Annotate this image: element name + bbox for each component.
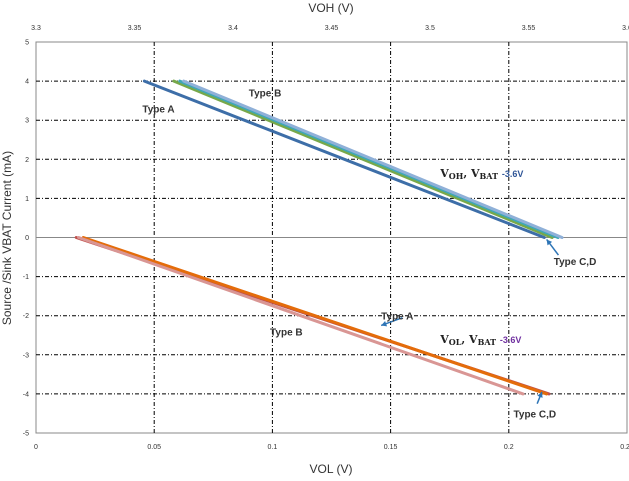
equation-part: V — [439, 333, 449, 346]
x-bottom-tick-label: 0.2 — [504, 444, 514, 451]
x-bottom-tick-label: 0.1 — [268, 444, 278, 451]
series-annotation: Type B — [249, 89, 282, 100]
equation-part: BAT — [480, 171, 499, 181]
annotation-arrowhead — [546, 239, 553, 246]
x-top-tick-label: 3.4 — [228, 25, 238, 32]
equation-part: V — [468, 333, 478, 346]
series-annotation: Type C,D — [514, 409, 557, 420]
annotations: Type A Type B Type C,D Type A Type B Type C,D… — [142, 89, 596, 421]
x-bottom-tick-label: 0 — [34, 444, 38, 451]
tick-labels: 0 0.05 0.1 0.15 0.2 0.25 3.3 3.35 3.4 3.45 3.5 3.55… — [23, 25, 629, 451]
x-top-tick-label: 3.6 — [622, 25, 629, 32]
series-lines — [74, 79, 564, 396]
equation-part: -3.6V — [502, 169, 524, 179]
series-line-voh — [178, 79, 560, 239]
equation-part: V — [470, 167, 480, 180]
equation-part: OH — [449, 171, 464, 181]
y-tick-label: 1 — [25, 196, 29, 203]
series-annotation: Type A — [142, 104, 174, 115]
series-line-vol — [81, 236, 549, 396]
annotation-arrowhead — [537, 391, 543, 398]
y-tick-label: -2 — [23, 313, 29, 320]
x-top-tick-label: 3.3 — [31, 25, 41, 32]
x-top-tick-label: 3.45 — [325, 25, 339, 32]
arrows — [380, 239, 560, 404]
equation-part: , — [461, 333, 469, 346]
y-tick-label: -1 — [23, 274, 29, 281]
equation-part: OL — [449, 337, 462, 347]
series-annotation: Type B — [270, 327, 303, 338]
y-tick-label: 5 — [25, 40, 29, 47]
x-top-tick-label: 3.5 — [425, 25, 435, 32]
y-tick-label: -5 — [23, 431, 29, 438]
annotation-arrowhead — [381, 320, 388, 327]
x-bottom-tick-label: 0.15 — [384, 444, 398, 451]
y-tick-label: 0 — [25, 235, 29, 242]
series-line-voh — [142, 79, 546, 239]
y-tick-label: -3 — [23, 352, 29, 359]
y-tick-label: -4 — [23, 391, 29, 398]
equation-part: -3.6V — [500, 335, 522, 345]
y-axis-title: Source /Sink VBAT Current (mA) — [0, 151, 14, 325]
series-line-voh — [182, 79, 564, 239]
x-bottom-tick-label: 0.05 — [147, 444, 161, 451]
equation-part: , — [463, 167, 471, 180]
series-line-voh — [172, 79, 554, 239]
y-tick-label: 3 — [25, 118, 29, 125]
y-tick-label: 2 — [25, 157, 29, 164]
x-top-tick-label: 3.35 — [128, 25, 142, 32]
x-bottom-tick-label: 0.25 — [620, 444, 629, 451]
x-top-axis-title: VOH (V) — [308, 1, 353, 15]
x-top-tick-label: 3.55 — [522, 25, 536, 32]
equation-part: V — [439, 167, 449, 180]
series-line-vol — [77, 236, 525, 396]
y-tick-label: 4 — [25, 79, 29, 86]
series-annotation: Type C,D — [554, 257, 597, 268]
equation-label: VOL, VBAT -3.6V — [439, 333, 521, 347]
equation-part: BAT — [478, 337, 497, 347]
x-bottom-axis-title: VOL (V) — [310, 462, 353, 476]
equation-label: VOH, VBAT -3.6V — [439, 167, 523, 181]
series-annotation: Type A — [381, 312, 413, 323]
grid-lines — [36, 42, 627, 433]
